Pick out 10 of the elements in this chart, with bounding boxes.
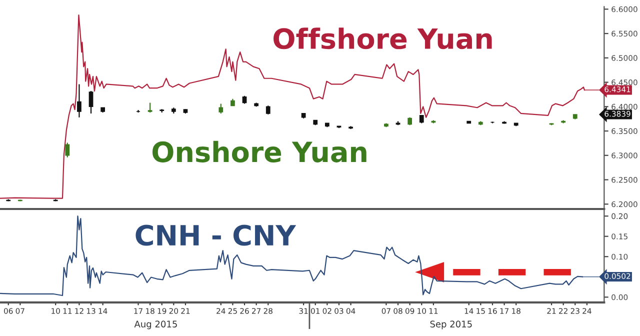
candlestick	[218, 103, 224, 114]
text: Aug 2015	[134, 320, 177, 330]
series-label: CNH - CNY	[136, 224, 296, 246]
series-label: Onshore Yuan	[152, 140, 366, 162]
candlestick	[65, 142, 70, 158]
series-label: Offshore Yuan	[274, 28, 492, 50]
candlestick	[148, 102, 152, 114]
candlestick	[88, 90, 94, 114]
candlestick	[77, 84, 82, 118]
text: Sep 2015	[430, 320, 472, 330]
